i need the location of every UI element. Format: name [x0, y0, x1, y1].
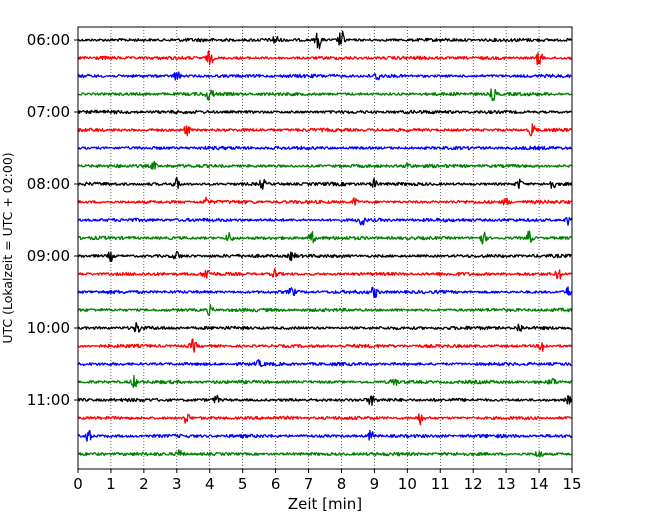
- y-tick-label: 10:00: [27, 319, 70, 337]
- seismogram-trace: [77, 374, 572, 388]
- y-tick-label: 09:00: [27, 247, 70, 265]
- seismogram-trace: [77, 71, 572, 81]
- plot-frame: [77, 26, 573, 470]
- x-tick-label: 14: [530, 475, 549, 493]
- x-tick-label: 7: [304, 475, 314, 493]
- x-tick-label: 0: [73, 475, 83, 493]
- seismogram-trace: [77, 250, 572, 263]
- y-axis-label: UTC (Lokalzeit = UTC + 02:00): [0, 152, 15, 343]
- seismogram-trace: [77, 160, 572, 170]
- x-tick-label: 8: [337, 475, 347, 493]
- y-tick-label: 11:00: [27, 391, 70, 409]
- seismogram-trace: [77, 88, 572, 102]
- seismogram-trace: [77, 429, 573, 442]
- seismogram-trace: [77, 394, 573, 407]
- seismogram-trace: [77, 176, 573, 190]
- y-tick-label: 07:00: [27, 103, 70, 121]
- seismogram-trace: [77, 50, 573, 66]
- x-tick-label: 13: [497, 475, 516, 493]
- x-tick-label: 10: [398, 475, 417, 493]
- seismogram-trace: [77, 30, 573, 50]
- seismogram-trace: [77, 286, 573, 299]
- x-tick-label: 4: [205, 475, 215, 493]
- seismogram-trace: [77, 230, 572, 245]
- seismogram-trace: [77, 145, 572, 151]
- x-tick-label: 3: [172, 475, 182, 493]
- seismogram-trace: [77, 338, 572, 353]
- x-tick-label: 1: [106, 475, 116, 493]
- trace-group: [77, 30, 573, 458]
- x-tick-label: 9: [370, 475, 380, 493]
- seismogram-trace: [77, 359, 572, 368]
- x-tick-label: 11: [431, 475, 450, 493]
- x-axis-label: Zeit [min]: [288, 495, 362, 513]
- seismogram-trace: [77, 303, 573, 316]
- seismogram-trace: [77, 448, 572, 458]
- seismogram-trace: [77, 196, 572, 206]
- y-tick-label: 08:00: [27, 175, 70, 193]
- x-tick-label: 2: [139, 475, 149, 493]
- x-tick-label: 5: [238, 475, 248, 493]
- seismogram-trace: [77, 109, 572, 115]
- x-tick-label: 15: [562, 475, 581, 493]
- seismogram-trace: [77, 216, 573, 226]
- x-tick-label: 6: [271, 475, 281, 493]
- y-axis-ticks: 06:00 07:00 08:00 09:00 10:00 11:00: [27, 31, 78, 409]
- seismogram-trace: [77, 413, 573, 426]
- x-axis-ticks: 0 1 2 3 4 5 6 7 8 9 10 11 12 13 14 15: [73, 469, 582, 493]
- seismogram-trace: [77, 321, 572, 333]
- seismogram-trace: [77, 268, 572, 280]
- y-tick-label: 06:00: [27, 31, 70, 49]
- seismogram-trace: [77, 123, 572, 137]
- x-tick-label: 12: [464, 475, 483, 493]
